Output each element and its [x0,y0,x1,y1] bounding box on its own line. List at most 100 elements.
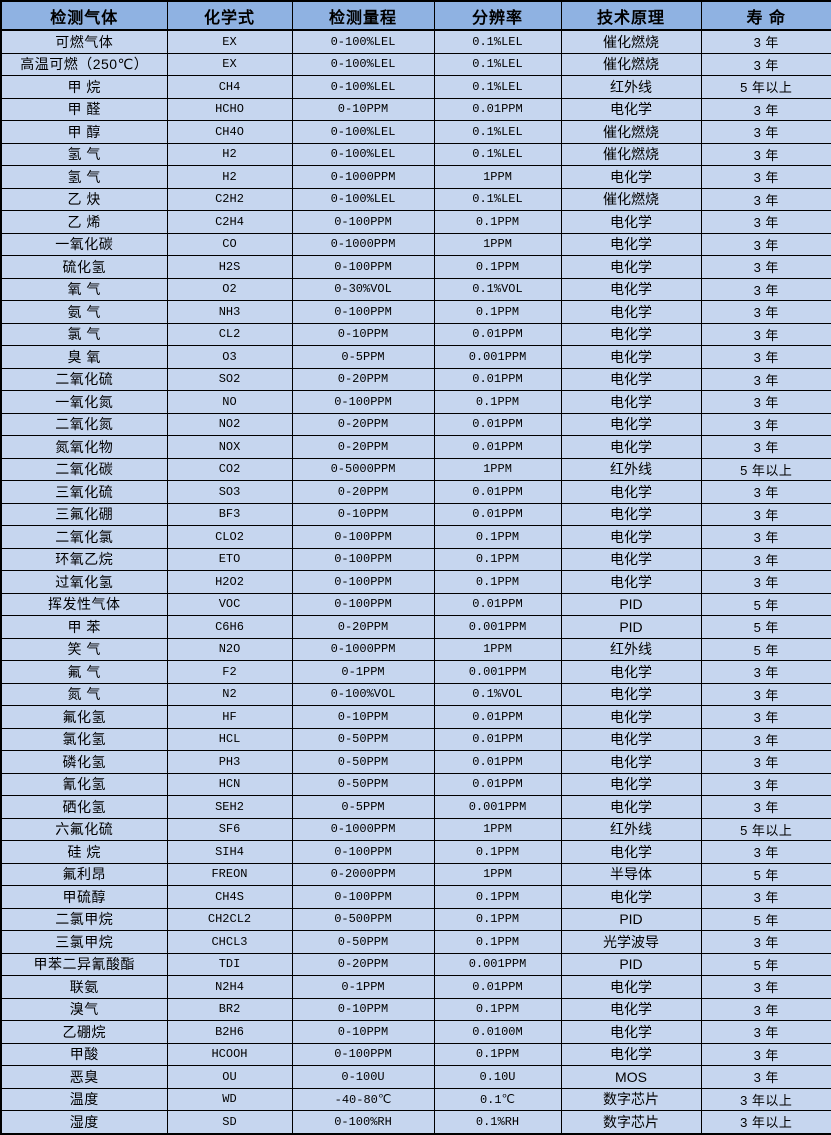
cell-range: 0-20PPM [291,480,435,504]
cell-technology: 数字芯片 [560,1110,702,1135]
cell-technology: 催化燃烧 [560,120,702,144]
cell-resolution: 1PPM [433,165,562,189]
cell-gas: 一氧化碳 [0,232,168,256]
cell-resolution: 0.1PPM [433,997,562,1021]
cell-technology: 电化学 [560,547,702,571]
cell-resolution: 0.1%LEL [433,75,562,99]
cell-range: 0-1000PPM [291,817,435,841]
cell-formula: CH4S [166,885,293,909]
cell-formula: FREON [166,862,293,886]
cell-resolution: 0.1PPM [433,525,562,549]
cell-formula: NO2 [166,412,293,436]
cell-gas: 三氯甲烷 [0,930,168,954]
cell-technology: 电化学 [560,277,702,301]
table-row: 甲 醇 CH4O 0-100%LEL 0.1%LEL 催化燃烧 3 年 [0,120,831,144]
cell-technology: 电化学 [560,997,702,1021]
cell-range: 0-100PPM [291,592,435,616]
table-row: 甲 醛 HCHO 0-10PPM 0.01PPM 电化学 3 年 [0,97,831,121]
cell-gas: 硫化氢 [0,255,168,279]
cell-gas: 甲苯二异氰酸酯 [0,952,168,976]
cell-gas: 甲硫醇 [0,885,168,909]
cell-resolution: 0.10U [433,1065,562,1089]
cell-resolution: 1PPM [433,862,562,886]
cell-lifetime: 3 年 [700,210,831,234]
cell-lifetime: 3 年 [700,29,831,54]
table-row: 联氨 N2H4 0-1PPM 0.01PPM 电化学 3 年 [0,975,831,999]
cell-lifetime: 5 年 [700,615,831,639]
cell-gas: 乙硼烷 [0,1020,168,1044]
table-header-row: 检测气体 化学式 检测量程 分辨率 技术原理 寿 命 [0,0,831,31]
cell-technology: 光学波导 [560,930,702,954]
table-row: 氟 气 F2 0-1PPM 0.001PPM 电化学 3 年 [0,660,831,684]
cell-technology: 电化学 [560,750,702,774]
table-row: 臭 氧 O3 0-5PPM 0.001PPM 电化学 3 年 [0,345,831,369]
cell-lifetime: 5 年以上 [700,75,831,99]
cell-range: 0-100%LEL [291,52,435,76]
cell-formula: CHCL3 [166,930,293,954]
table-row: 甲 烷 CH4 0-100%LEL 0.1%LEL 红外线 5 年以上 [0,75,831,99]
cell-resolution: 0.01PPM [433,480,562,504]
table-row: 可燃气体 EX 0-100%LEL 0.1%LEL 催化燃烧 3 年 [0,29,831,54]
cell-lifetime: 3 年 [700,727,831,751]
column-header-lifetime: 寿 命 [700,0,831,31]
cell-range: 0-5PPM [291,345,435,369]
cell-formula: F2 [166,660,293,684]
cell-formula: N2O [166,637,293,661]
cell-gas: 氮氧化物 [0,435,168,459]
table-row: 乙 炔 C2H2 0-100%LEL 0.1%LEL 催化燃烧 3 年 [0,187,831,211]
cell-formula: NH3 [166,300,293,324]
cell-lifetime: 3 年 [700,277,831,301]
cell-resolution: 0.1%VOL [433,277,562,301]
cell-range: 0-1PPM [291,660,435,684]
cell-lifetime: 3 年 [700,750,831,774]
cell-lifetime: 5 年 [700,862,831,886]
column-header-resolution: 分辨率 [433,0,562,31]
cell-resolution: 0.1PPM [433,840,562,864]
cell-range: 0-2000PPM [291,862,435,886]
cell-technology: 电化学 [560,412,702,436]
cell-range: 0-100PPM [291,210,435,234]
table-row: 硒化氢 SEH2 0-5PPM 0.001PPM 电化学 3 年 [0,795,831,819]
cell-gas: 甲酸 [0,1042,168,1066]
cell-gas: 氢 气 [0,142,168,166]
cell-resolution: 0.01PPM [433,592,562,616]
cell-resolution: 0.01PPM [433,705,562,729]
cell-lifetime: 5 年 [700,907,831,931]
cell-lifetime: 5 年以上 [700,457,831,481]
cell-resolution: 0.01PPM [433,412,562,436]
column-header-range: 检测量程 [291,0,435,31]
table-row: 氰化氢 HCN 0-50PPM 0.01PPM 电化学 3 年 [0,772,831,796]
cell-range: 0-100%RH [291,1110,435,1135]
table-row: 硅 烷 SIH4 0-100PPM 0.1PPM 电化学 3 年 [0,840,831,864]
cell-gas: 氧 气 [0,277,168,301]
cell-technology: 催化燃烧 [560,187,702,211]
cell-gas: 乙 炔 [0,187,168,211]
cell-formula: ETO [166,547,293,571]
cell-formula: OU [166,1065,293,1089]
cell-formula: H2 [166,165,293,189]
cell-technology: PID [560,907,702,931]
cell-gas: 联氨 [0,975,168,999]
cell-technology: 电化学 [560,435,702,459]
cell-range: 0-10PPM [291,502,435,526]
cell-technology: PID [560,615,702,639]
table-row: 甲酸 HCOOH 0-100PPM 0.1PPM 电化学 3 年 [0,1042,831,1066]
cell-technology: 电化学 [560,525,702,549]
table-row: 溴气 BR2 0-10PPM 0.1PPM 电化学 3 年 [0,997,831,1021]
cell-gas: 溴气 [0,997,168,1021]
cell-lifetime: 3 年以上 [700,1110,831,1135]
cell-formula: HCOOH [166,1042,293,1066]
cell-formula: NO [166,390,293,414]
cell-gas: 环氧乙烷 [0,547,168,571]
cell-formula: SO2 [166,367,293,391]
cell-formula: HF [166,705,293,729]
cell-lifetime: 3 年 [700,52,831,76]
cell-range: 0-100%LEL [291,29,435,54]
cell-technology: 电化学 [560,885,702,909]
cell-range: 0-10PPM [291,322,435,346]
cell-gas: 甲 醛 [0,97,168,121]
table-row: 氢 气 H2 0-1000PPM 1PPM 电化学 3 年 [0,165,831,189]
cell-lifetime: 3 年 [700,772,831,796]
table-row: 乙硼烷 B2H6 0-10PPM 0.0100M 电化学 3 年 [0,1020,831,1044]
table-row: 氯化氢 HCL 0-50PPM 0.01PPM 电化学 3 年 [0,727,831,751]
